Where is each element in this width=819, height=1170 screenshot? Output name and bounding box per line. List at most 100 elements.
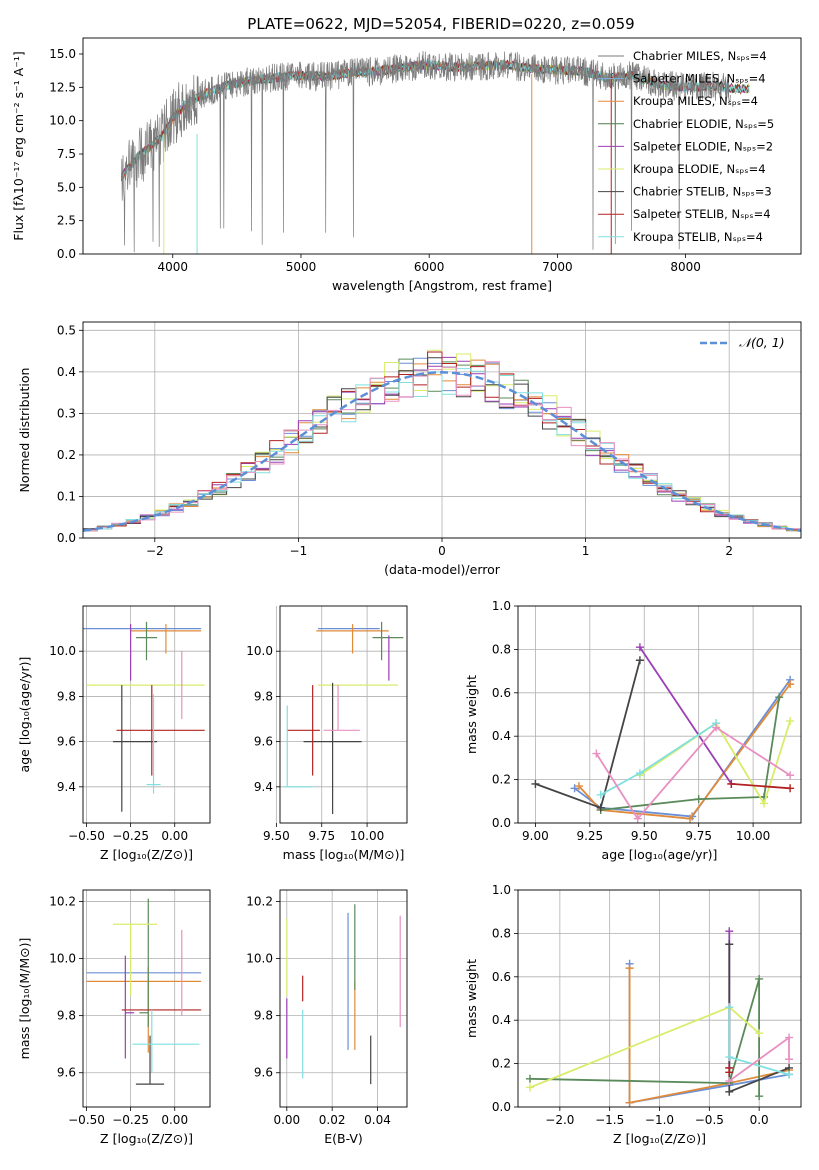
mass_vs_Z-axes-frame — [82, 889, 211, 1108]
mass_weight_vs_Z-point-marker — [725, 927, 734, 936]
residuals-ytick-label: 0.1 — [57, 489, 76, 503]
mass_weight_vs_age-point-marker — [574, 782, 583, 791]
mass_weight_vs_Z-point-marker — [725, 1053, 734, 1062]
mass_weight_vs_age-point-marker — [694, 795, 703, 804]
age_vs_mass-ytick-label: 9.8 — [254, 689, 273, 703]
age_vs_Z-ytick-label: 9.8 — [57, 689, 76, 703]
residuals-xtick-label: 0 — [438, 544, 446, 558]
residual-histogram — [83, 368, 801, 531]
mass_weight_vs_age-ytick-label: 0.8 — [492, 642, 511, 656]
age_vs_mass-xtick-label: 9.75 — [308, 829, 335, 843]
mass_weight_vs_Z-point-marker — [755, 1092, 764, 1101]
mass_weight_vs_age-ytick-label: 0.4 — [492, 729, 511, 743]
mass_weight_vs_age-xtick-label: 10.00 — [736, 829, 770, 843]
mass_weight_vs_age-xtick-label: 9.00 — [522, 829, 549, 843]
age_vs_Z-xtick-label: −0.25 — [112, 829, 149, 843]
mass_weight_vs_age-point-marker — [685, 814, 694, 823]
mass_weight_vs_age-xtick-label: 9.75 — [685, 829, 712, 843]
mass_weight_vs_Z-point-marker — [785, 1055, 794, 1064]
mass_weight_vs_Z-xtick-label: −1.5 — [595, 1113, 624, 1127]
mass_vs_Z-xlabel: Z [log₁₀(Z/Z⊙)] — [100, 1131, 193, 1146]
residuals-xtick-label: 2 — [725, 544, 733, 558]
spectrum-observed-line — [121, 50, 731, 253]
residuals-xtick-label: 1 — [582, 544, 590, 558]
residuals-ytick-label: 0.5 — [57, 323, 76, 337]
spectrum-ytick-label: 5.0 — [57, 180, 76, 194]
residuals-axes-frame — [82, 321, 802, 539]
mass_weight_vs_Z-xtick-label: −2.0 — [545, 1113, 574, 1127]
mass_vs_EBV-xtick-label: 0.00 — [273, 1113, 300, 1127]
mass_weight_vs_Z-point-marker — [525, 1074, 534, 1083]
spectrum-ytick-label: 2.5 — [57, 214, 76, 228]
mass_weight_vs_age-series-line — [535, 660, 641, 809]
legend-label: Kroupa ELODIE, Nₛₚₛ=4 — [633, 162, 766, 176]
mass_weight_vs_Z-point-marker — [755, 1029, 764, 1038]
mass_weight_vs_Z-point-marker — [525, 1083, 534, 1092]
mass_weight_vs_Z-point-marker — [625, 964, 634, 973]
spectrum-xtick-label: 7000 — [542, 260, 573, 274]
spectrum-ylabel: Flux [fλ10⁻¹⁷ erg cm⁻² s⁻¹ A⁻¹] — [11, 51, 26, 240]
mass_weight_vs_Z-point-marker — [725, 1003, 734, 1012]
mass_weight_vs_age-series-line — [639, 720, 791, 806]
mass_weight_vs_age-series-line — [639, 646, 733, 785]
legend-label: Chabrier ELODIE, Nₛₚₛ=5 — [633, 117, 774, 131]
mass_weight_vs_Z-ytick-label: 0.2 — [492, 1057, 511, 1071]
spectrum-ytick-label: 15.0 — [49, 47, 76, 61]
mass_weight_vs_Z-xtick-label: −1.0 — [645, 1113, 674, 1127]
mass_weight_vs_Z-ytick-label: 0.6 — [492, 970, 511, 984]
mass_weight_vs_age-axes-frame — [517, 605, 802, 824]
mass_weight_vs_age-series-line — [574, 679, 791, 818]
spectrum-xlabel: wavelength [Angstrom, rest frame] — [332, 278, 552, 293]
mass_weight_vs_age-ytick-label: 0.6 — [492, 686, 511, 700]
residuals-ytick-label: 0.0 — [57, 531, 76, 545]
mass_weight_vs_age-xlabel: age [log₁₀(age/yr)] — [602, 847, 718, 862]
residuals-ytick-label: 0.2 — [57, 448, 76, 462]
age_vs_mass-ytick-label: 9.4 — [254, 780, 273, 794]
mass_weight_vs_age-point-marker — [786, 784, 795, 793]
mass_weight_vs_age-series-line — [595, 726, 791, 821]
age_vs_mass-xlabel: mass [log₁₀(M/M⊙)] — [283, 847, 405, 862]
spectrum-xtick-label: 6000 — [414, 260, 445, 274]
mass_weight_vs_Z-series-line — [529, 1006, 760, 1089]
legend-label: Salpeter ELODIE, Nₛₚₛ=2 — [633, 139, 773, 153]
age_vs_mass-xtick-label: 9.50 — [263, 829, 290, 843]
spectrum-ytick-label: 0.0 — [57, 247, 76, 261]
mass_weight_vs_age-point-marker — [727, 779, 736, 788]
legend-label: Salpeter MILES, Nₛₚₛ=4 — [633, 72, 766, 86]
spectrum-ytick-label: 7.5 — [57, 147, 76, 161]
residuals-ytick-label: 0.4 — [57, 365, 76, 379]
mass_weight_vs_Z-ytick-label: 1.0 — [492, 883, 511, 897]
residuals-ytick-label: 0.3 — [57, 406, 76, 420]
spectrum-axes-frame — [82, 37, 802, 255]
legend-label: Kroupa STELIB, Nₛₚₛ=4 — [633, 230, 763, 244]
normal-curve — [83, 371, 801, 532]
mass_weight_vs_age-ylabel: mass weight — [464, 675, 479, 754]
mass_weight_vs_age-point-marker — [786, 771, 795, 780]
mass_weight_vs_Z-point-marker — [725, 1068, 734, 1077]
mass_vs_Z-xtick-label: −0.25 — [112, 1113, 149, 1127]
mass_vs_Z-xtick-label: −0.50 — [68, 1113, 105, 1127]
spectrum-xtick-label: 4000 — [157, 260, 188, 274]
mass_vs_EBV-ytick-label: 9.8 — [254, 1009, 273, 1023]
legend-label: Chabrier STELIB, Nₛₚₛ=3 — [633, 185, 772, 199]
mass_weight_vs_age-ytick-label: 0.0 — [492, 816, 511, 830]
mass_weight_vs_age-point-marker — [759, 799, 768, 808]
age_vs_mass-axes-frame — [279, 605, 408, 824]
mass_weight_vs_Z-point-marker — [725, 1087, 734, 1096]
mass_weight_vs_age-point-marker — [635, 656, 644, 665]
age_vs_Z-ytick-label: 10.0 — [49, 644, 76, 658]
mass_vs_Z-ylabel: mass [log₁₀(M/M⊙)] — [17, 938, 32, 1060]
mass_weight_vs_age-series-line — [600, 696, 781, 811]
age_vs_Z-xtick-label: −0.50 — [68, 829, 105, 843]
mass_weight_vs_age-point-marker — [531, 779, 540, 788]
mass_weight_vs_age-point-marker — [596, 803, 605, 812]
age_vs_mass-ytick-label: 10.0 — [246, 644, 273, 658]
mass_vs_Z-ytick-label: 10.2 — [49, 894, 76, 908]
mass_weight_vs_age-ytick-label: 1.0 — [492, 599, 511, 613]
spectrum-xtick-label: 8000 — [670, 260, 701, 274]
spectrum-ytick-label: 12.5 — [49, 80, 76, 94]
mass_weight_vs_Z-point-marker — [725, 1076, 734, 1085]
mass_weight_vs_Z-point-marker — [785, 1070, 794, 1079]
residuals-xtick-label: −1 — [290, 544, 308, 558]
mass_weight_vs_age-point-marker — [596, 790, 605, 799]
